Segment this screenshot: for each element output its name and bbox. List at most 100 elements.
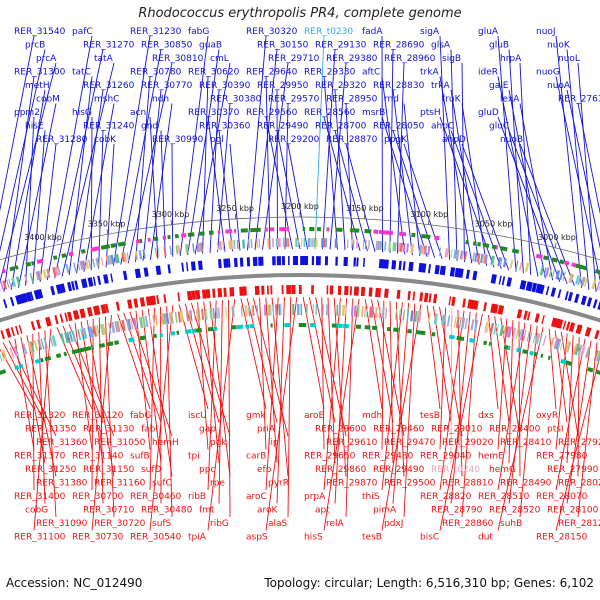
gene-label[interactable]: prpA — [304, 492, 326, 502]
gene-label[interactable]: gmk — [246, 411, 266, 421]
gene-label[interactable]: RER_30720 — [94, 519, 146, 529]
gene-label[interactable]: RER_28960 — [384, 54, 436, 64]
gene-label[interactable]: RER_31370 — [14, 452, 66, 462]
gene-label[interactable]: sufD — [141, 465, 162, 475]
gene-label[interactable]: RER_28810 — [442, 479, 494, 489]
gene-label[interactable]: metH — [25, 81, 50, 91]
gene-label[interactable]: aroK — [257, 506, 279, 516]
gene-label[interactable]: RER_29130 — [315, 41, 367, 51]
gene-label[interactable]: sigB — [442, 54, 461, 64]
gene-label[interactable]: RER_27980 — [536, 452, 588, 462]
gene-label[interactable]: RER_28830 — [373, 81, 425, 91]
gene-label[interactable]: tesB — [362, 533, 382, 543]
gene-label[interactable]: hisS — [304, 533, 323, 543]
gene-label[interactable]: sigA — [420, 27, 440, 37]
gene-label[interactable]: pyrR — [268, 479, 289, 489]
gene-label[interactable]: RER_29500 — [384, 479, 436, 489]
gene-label[interactable]: nuoK — [547, 41, 571, 51]
gene-label[interactable]: lip — [268, 438, 279, 448]
gene-label[interactable]: RER_30710 — [83, 506, 135, 516]
gene-label[interactable]: ptsI — [547, 425, 564, 435]
gene-label[interactable]: oxyR — [536, 411, 558, 421]
gene-label[interactable]: sufC — [152, 479, 172, 489]
gene-label[interactable]: hemG — [489, 465, 516, 475]
gene-label[interactable]: RER_31230 — [130, 27, 182, 37]
gene-label[interactable]: RER_30700 — [72, 492, 124, 502]
gene-label[interactable]: RER_31540 — [14, 27, 66, 37]
gene-label[interactable]: hemE — [478, 452, 504, 462]
gene-label[interactable]: RER_30620 — [188, 68, 240, 78]
gene-label[interactable]: ahpC — [431, 122, 454, 132]
gene-label[interactable]: RER_30380 — [210, 95, 262, 105]
gene-label[interactable]: RER_30990 — [152, 135, 204, 145]
gene-label[interactable]: RER_31300 — [14, 68, 66, 78]
gene-label[interactable]: prcA — [36, 54, 57, 64]
gene-label[interactable]: sufB — [130, 452, 150, 462]
gene-label[interactable]: RER_30370 — [188, 108, 240, 118]
gene-label[interactable]: hisG — [72, 108, 92, 118]
gene-label[interactable]: cobK — [94, 135, 117, 145]
gene-label[interactable]: ribG — [210, 519, 229, 529]
gene-label[interactable]: RER_31320 — [14, 411, 66, 421]
gene-label[interactable]: ahpD — [442, 135, 466, 145]
gene-label[interactable]: gluC — [489, 122, 509, 132]
gene-label[interactable]: RER_28700 — [315, 122, 367, 132]
gene-label[interactable]: RER_29950 — [257, 81, 309, 91]
gene-label[interactable]: rpe — [210, 479, 225, 489]
gene-label[interactable]: RER_31090 — [36, 519, 88, 529]
gene-label[interactable]: tatA — [94, 54, 114, 64]
gene-label[interactable]: fmt — [199, 506, 215, 516]
gene-label[interactable]: RER_27990 — [547, 465, 599, 475]
gene-label[interactable]: thiS — [362, 492, 380, 502]
gene-label[interactable]: fabG — [188, 27, 209, 37]
gene-label[interactable]: RER_29020 — [442, 438, 494, 448]
gene-label[interactable]: RER_29570 — [268, 95, 320, 105]
gene-label[interactable]: aspS — [246, 533, 268, 543]
gene-label[interactable]: RER_28870 — [326, 135, 378, 145]
gene-label[interactable]: aftC — [362, 68, 380, 78]
gene-label[interactable]: pafC — [72, 27, 93, 37]
gene-label[interactable]: nuoJ — [536, 27, 556, 37]
gene-label[interactable]: RER_31120 — [72, 411, 124, 421]
gene-label[interactable]: tpi — [188, 452, 200, 462]
gene-label[interactable]: RER_29200 — [268, 135, 320, 145]
gene-label[interactable]: RER_30780 — [130, 68, 182, 78]
gene-label[interactable]: RER_29710 — [268, 54, 320, 64]
gene-label[interactable]: RER_30770 — [141, 81, 193, 91]
gene-label[interactable]: mshC — [94, 95, 119, 105]
gene-label[interactable]: tpiA — [188, 533, 207, 543]
gene-label[interactable]: nuoA — [547, 81, 571, 91]
gene-label[interactable]: RER_28150 — [536, 533, 588, 543]
gene-label[interactable]: suhB — [500, 519, 522, 529]
gene-label[interactable]: ppgK — [384, 135, 408, 145]
gene-label[interactable]: cobM — [36, 95, 60, 105]
gene-label[interactable]: RER_30810 — [152, 54, 204, 64]
gene-label[interactable]: RER_29490 — [373, 465, 425, 475]
gene-label[interactable]: RER_28490 — [500, 479, 552, 489]
gene-label[interactable]: nuoB — [500, 135, 523, 145]
gene-label[interactable]: RER_30360 — [199, 122, 251, 132]
gene-label[interactable]: galE — [489, 81, 509, 91]
gene-label[interactable]: fabG — [130, 411, 151, 421]
gene-label[interactable]: RER_31130 — [83, 425, 135, 435]
gene-label[interactable]: lexA — [500, 95, 520, 105]
gene-label[interactable]: RER_29860 — [315, 465, 367, 475]
gene-label[interactable]: cobG — [25, 506, 48, 516]
gene-label[interactable]: ppc — [199, 465, 215, 475]
gene-label[interactable]: RER_31350 — [25, 425, 77, 435]
gene-label[interactable]: RER_28790 — [431, 506, 483, 516]
gene-label[interactable]: tatC — [72, 68, 91, 78]
gene-label[interactable]: aroC — [246, 492, 267, 502]
gene-label[interactable]: trkA — [420, 68, 439, 78]
gene-label[interactable]: RER_29490 — [257, 122, 309, 132]
gene-label[interactable]: RER_30390 — [199, 81, 251, 91]
gene-label[interactable]: gluA — [478, 27, 499, 37]
gene-label[interactable]: gluD — [478, 108, 499, 118]
gene-label[interactable]: nuoG — [536, 68, 560, 78]
gene-label[interactable]: RER_29650 — [304, 452, 356, 462]
gene-label[interactable]: RER_31160 — [94, 479, 146, 489]
gene-label[interactable]: carB — [246, 452, 266, 462]
gene-label[interactable]: RER_29040 — [420, 452, 472, 462]
gene-label[interactable]: iscU — [188, 411, 207, 421]
gene-label[interactable]: RER_29470 — [384, 438, 436, 448]
